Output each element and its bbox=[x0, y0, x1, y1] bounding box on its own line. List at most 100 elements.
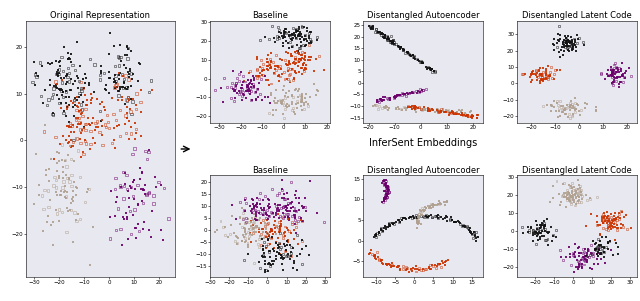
Point bbox=[568, 195, 579, 200]
Point bbox=[433, 108, 443, 113]
Point bbox=[472, 234, 482, 239]
Point bbox=[440, 203, 450, 207]
Point bbox=[78, 152, 88, 157]
Point bbox=[63, 95, 74, 99]
Point bbox=[387, 221, 397, 226]
Point bbox=[129, 207, 140, 212]
Point bbox=[66, 207, 76, 212]
Point bbox=[525, 224, 536, 229]
Point bbox=[382, 191, 392, 196]
Point bbox=[614, 74, 625, 79]
Point bbox=[565, 104, 575, 109]
Point bbox=[602, 220, 612, 225]
Point bbox=[379, 178, 389, 182]
Point bbox=[274, 79, 284, 84]
Point bbox=[544, 72, 554, 77]
Point bbox=[234, 72, 244, 76]
Point bbox=[616, 222, 627, 226]
Point bbox=[591, 194, 602, 199]
Point bbox=[268, 23, 278, 28]
Point bbox=[282, 212, 292, 217]
Point bbox=[84, 263, 95, 268]
Point bbox=[370, 254, 380, 259]
Point bbox=[566, 39, 577, 44]
Point bbox=[75, 64, 85, 69]
Point bbox=[244, 70, 254, 75]
Point bbox=[404, 53, 415, 57]
Point bbox=[68, 101, 78, 105]
Point bbox=[384, 189, 394, 194]
Point bbox=[66, 77, 76, 82]
Point bbox=[381, 262, 391, 267]
Point bbox=[613, 74, 623, 79]
Point bbox=[413, 267, 424, 272]
Point bbox=[78, 77, 88, 82]
Point bbox=[129, 146, 140, 151]
Point bbox=[300, 204, 310, 209]
Point bbox=[123, 95, 133, 99]
Point bbox=[371, 233, 381, 238]
Point bbox=[111, 79, 121, 83]
Point bbox=[243, 84, 253, 89]
Point bbox=[596, 250, 606, 255]
Point bbox=[284, 59, 294, 64]
Point bbox=[100, 125, 111, 130]
Point bbox=[281, 249, 291, 254]
Point bbox=[232, 241, 242, 246]
Point bbox=[266, 65, 276, 70]
Point bbox=[372, 30, 383, 35]
Point bbox=[380, 196, 390, 201]
Point bbox=[300, 32, 310, 37]
Point bbox=[38, 207, 49, 212]
Point bbox=[253, 73, 263, 78]
Point bbox=[405, 105, 415, 110]
Point bbox=[420, 64, 431, 69]
Point bbox=[282, 212, 292, 216]
Point bbox=[566, 194, 577, 199]
Point bbox=[270, 67, 280, 72]
Point bbox=[244, 89, 255, 94]
Point bbox=[438, 200, 449, 205]
Point bbox=[606, 67, 616, 72]
Point bbox=[387, 38, 397, 42]
Point bbox=[284, 61, 294, 66]
Point bbox=[284, 79, 294, 84]
Point bbox=[244, 237, 255, 242]
Point bbox=[290, 57, 300, 61]
Point bbox=[411, 269, 421, 274]
Point bbox=[538, 104, 548, 108]
Point bbox=[432, 109, 442, 113]
Point bbox=[248, 226, 259, 231]
Point bbox=[73, 105, 83, 110]
Point bbox=[296, 35, 307, 39]
Point bbox=[449, 219, 459, 224]
Point bbox=[387, 41, 397, 46]
Point bbox=[294, 24, 305, 29]
Point bbox=[245, 92, 255, 96]
Point bbox=[156, 183, 166, 188]
Point bbox=[61, 95, 71, 100]
Point bbox=[412, 215, 422, 219]
Point bbox=[536, 78, 546, 82]
Point bbox=[612, 223, 622, 228]
Point bbox=[555, 99, 565, 104]
Point bbox=[408, 55, 418, 60]
Point bbox=[97, 133, 107, 138]
Point bbox=[285, 72, 296, 76]
Point bbox=[535, 72, 545, 77]
Point bbox=[412, 225, 422, 230]
Point bbox=[273, 99, 284, 104]
Point bbox=[532, 70, 542, 75]
Point bbox=[564, 252, 575, 256]
Point bbox=[125, 96, 136, 101]
Point bbox=[280, 95, 290, 100]
Point bbox=[376, 32, 386, 37]
Point bbox=[467, 231, 477, 236]
Point bbox=[438, 109, 449, 114]
Point bbox=[573, 103, 584, 108]
Point bbox=[445, 216, 455, 221]
Point bbox=[285, 254, 296, 259]
Point bbox=[433, 215, 443, 220]
Point bbox=[69, 98, 79, 103]
Point bbox=[274, 74, 284, 79]
